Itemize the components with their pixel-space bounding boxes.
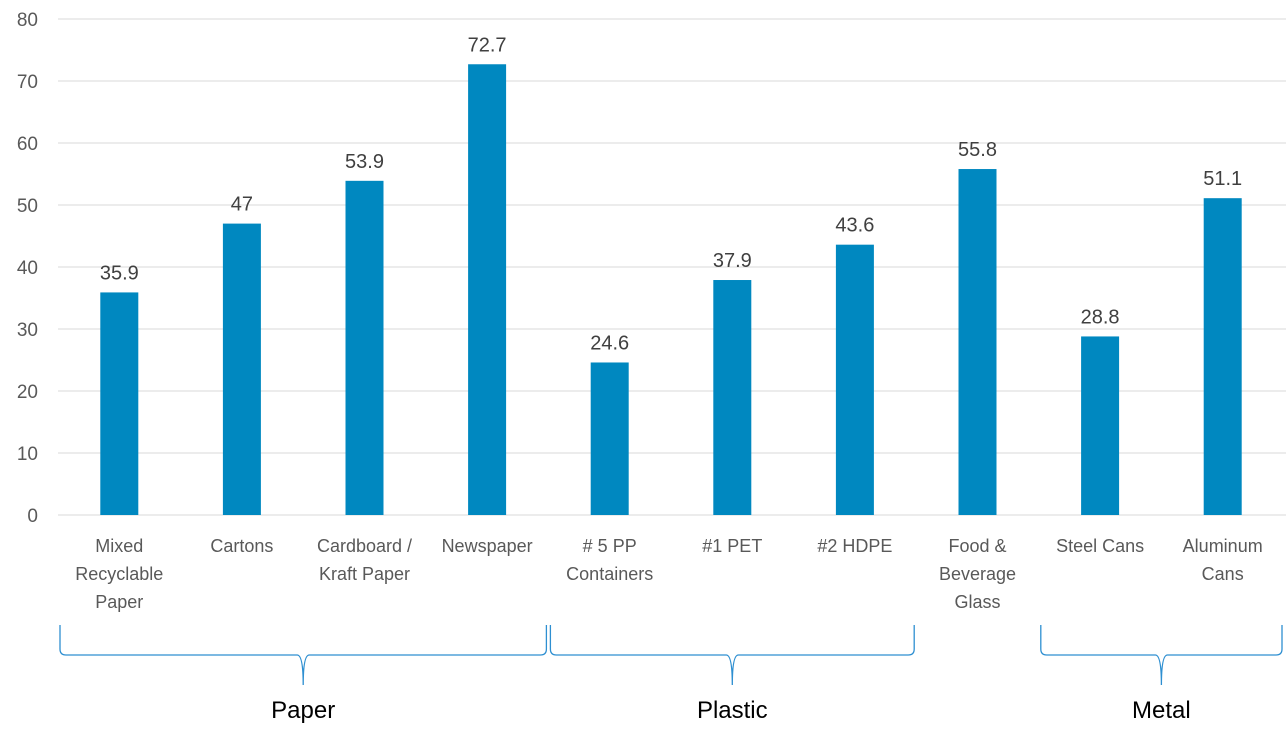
category-label-line: #1 PET <box>702 536 762 556</box>
y-tick-label: 10 <box>17 444 38 465</box>
data-label: 51.1 <box>1203 168 1242 190</box>
category-label-line: Steel Cans <box>1056 536 1144 556</box>
bar-6 <box>835 244 874 515</box>
data-label: 53.9 <box>345 151 384 173</box>
bar-9 <box>1203 198 1242 515</box>
category-label-line: Glass <box>954 592 1000 612</box>
category-label-line: Mixed <box>95 536 143 556</box>
category-label: #1 PET <box>702 536 762 556</box>
category-label-line: Kraft Paper <box>319 564 410 584</box>
category-label-line: Newspaper <box>442 536 533 556</box>
bar-7 <box>958 169 997 516</box>
bar-0 <box>100 292 139 515</box>
bar-4 <box>590 362 629 515</box>
category-label: Newspaper <box>442 536 533 556</box>
data-label: 47 <box>231 194 253 216</box>
category-label-line: Containers <box>566 564 653 584</box>
group-bracket-paper <box>59 625 548 686</box>
category-label-line: Cardboard / <box>317 536 412 556</box>
data-label: 55.8 <box>958 139 997 161</box>
category-label-line: # 5 PP <box>583 536 637 556</box>
x-axis-categories: Mixed Recyclable Paper Cartons Cardboard / Kr… <box>75 536 1262 612</box>
data-labels: 35.9 47 53.9 72.7 24.6 37.9 43.6 55.8 28.8 51.1 <box>100 34 1242 354</box>
category-label: #2 HDPE <box>817 536 892 556</box>
y-tick-label: 40 <box>17 258 38 279</box>
category-label-line: Paper <box>95 592 143 612</box>
category-label: Steel Cans <box>1056 536 1144 556</box>
y-tick-label: 70 <box>17 72 38 93</box>
gridlines <box>58 18 1286 516</box>
category-label: Cartons <box>210 536 273 556</box>
category-label-line: Beverage <box>939 564 1016 584</box>
bars <box>100 64 1242 516</box>
category-label-line: #2 HDPE <box>817 536 892 556</box>
group-bracket-plastic <box>549 625 915 686</box>
y-tick-label: 20 <box>17 382 38 403</box>
y-tick-label: 80 <box>17 10 38 31</box>
group-bracket-metal <box>1040 625 1283 686</box>
data-label: 43.6 <box>835 215 874 237</box>
category-label: Food & Beverage Glass <box>939 536 1016 612</box>
y-tick-label: 30 <box>17 320 38 341</box>
data-label: 24.6 <box>590 332 629 354</box>
group-label-plastic: Plastic <box>697 697 768 724</box>
category-label: Aluminum Cans <box>1183 536 1263 584</box>
y-tick-label: 50 <box>17 196 38 217</box>
category-label-line: Cartons <box>210 536 273 556</box>
y-axis-ticks: 0 10 20 30 40 50 60 70 80 <box>17 10 38 527</box>
category-label-line: Food & <box>948 536 1006 556</box>
bar-8 <box>1081 336 1120 515</box>
category-label: Mixed Recyclable Paper <box>75 536 163 612</box>
group-label-metal: Metal <box>1132 697 1191 724</box>
y-tick-label: 60 <box>17 134 38 155</box>
y-tick-label: 0 <box>27 506 38 527</box>
category-label-line: Recyclable <box>75 564 163 584</box>
data-label: 28.8 <box>1081 306 1120 328</box>
bar-2 <box>345 180 384 515</box>
bar-1 <box>222 223 261 515</box>
bar-5 <box>713 280 752 515</box>
category-label: Cardboard / Kraft Paper <box>317 536 412 584</box>
data-label: 37.9 <box>713 250 752 272</box>
data-label: 35.9 <box>100 262 139 284</box>
bar-3 <box>468 64 507 515</box>
category-label-line: Aluminum <box>1183 536 1263 556</box>
category-groups: Paper Plastic Metal <box>59 625 1283 724</box>
category-label-line: Cans <box>1202 564 1244 584</box>
group-label-paper: Paper <box>271 697 335 724</box>
category-label: # 5 PP Containers <box>566 536 653 584</box>
data-label: 72.7 <box>468 34 507 56</box>
